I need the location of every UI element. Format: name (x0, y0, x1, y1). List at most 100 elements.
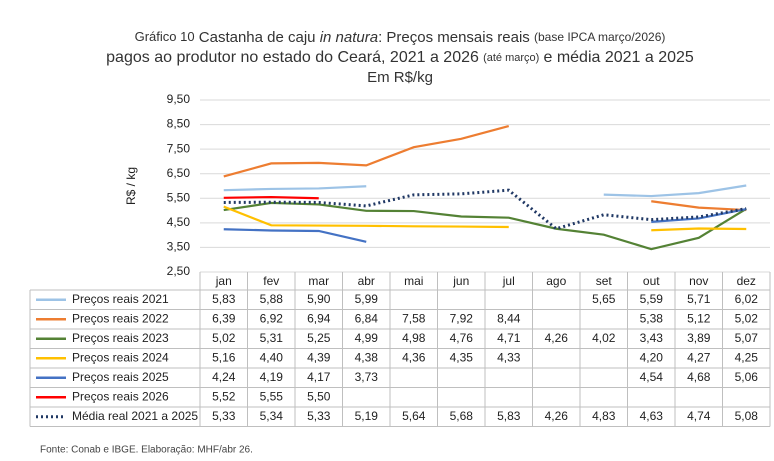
data-label: 5,34 (260, 409, 284, 423)
data-label: 3,43 (640, 331, 664, 345)
chart-title: pagos ao produtor no estado do Ceará, 20… (106, 49, 694, 66)
x-tick-label: jul (502, 274, 515, 288)
x-tick-label: out (643, 274, 660, 288)
series-line (223, 228, 367, 243)
source: Fonte: Conab e IBGE. Elaboração: MHF/abr… (40, 445, 253, 456)
data-label: 5,50 (307, 389, 331, 403)
data-label: 7,58 (402, 311, 426, 325)
data-label: 5,02 (212, 331, 236, 345)
legend-label: Média real 2021 a 2025 (72, 409, 198, 423)
data-label: 4,38 (355, 350, 379, 364)
data-label: 5,83 (497, 409, 521, 423)
data-label: 6,92 (260, 311, 284, 325)
y-axis-label: R$ / kg (124, 167, 138, 205)
data-label: 4,19 (260, 370, 284, 384)
series-line (223, 124, 510, 178)
title-part: : Preços mensais reais (378, 29, 530, 46)
title-part: (base IPCA março/2026) (534, 30, 665, 44)
x-tick-label: ago (546, 274, 566, 288)
series-line (651, 208, 747, 223)
data-label: 4,63 (640, 409, 664, 423)
data-label: 4,25 (735, 350, 759, 364)
data-label: 5,68 (450, 409, 474, 423)
series-line (223, 185, 367, 192)
data-label: 4,02 (592, 331, 616, 345)
title-part: in natura (320, 29, 378, 46)
legend-label: Preços reais 2021 (72, 292, 169, 306)
series-line (651, 200, 747, 212)
data-label: 4,99 (355, 331, 379, 345)
data-label: 4,54 (640, 370, 664, 384)
data-label: 4,27 (687, 350, 711, 364)
legend-label: Preços reais 2024 (72, 350, 169, 364)
y-tick-label: 2,50 (167, 264, 191, 278)
data-label: 5,65 (592, 292, 616, 306)
y-tick-label: 5,50 (167, 190, 191, 204)
legend-label: Preços reais 2023 (72, 331, 169, 345)
data-label: 4,39 (307, 350, 331, 364)
subtitle: Em R$/kg (367, 69, 433, 86)
series-line (651, 227, 747, 232)
data-label: 5,55 (260, 389, 284, 403)
x-tick-label: nov (689, 274, 708, 288)
data-label: 4,74 (687, 409, 711, 423)
x-tick-label: mai (404, 274, 423, 288)
data-label: 4,17 (307, 370, 331, 384)
data-label: 5,88 (260, 292, 284, 306)
data-label: 5,08 (735, 409, 759, 423)
x-tick-label: abr (358, 274, 375, 288)
data-label: 4,71 (497, 331, 521, 345)
data-label: 5,12 (687, 311, 711, 325)
x-tick-label: jan (215, 274, 232, 288)
data-label: 6,02 (735, 292, 759, 306)
data-label: 5,25 (307, 331, 331, 345)
data-label: 7,92 (450, 311, 474, 325)
data-label: 5,83 (212, 292, 236, 306)
y-tick-label: 6,50 (167, 166, 191, 180)
data-label: 3,89 (687, 331, 711, 345)
data-label: 5,71 (687, 292, 711, 306)
data-label: 6,39 (212, 311, 236, 325)
data-label: 4,26 (545, 409, 569, 423)
data-label: 6,94 (307, 311, 331, 325)
data-label: 3,73 (355, 370, 379, 384)
data-label: 5,07 (735, 331, 759, 345)
data-label: 4,26 (545, 331, 569, 345)
title-part: pagos ao produtor no estado do Ceará, 20… (106, 49, 479, 66)
data-label: 6,84 (355, 311, 379, 325)
data-label: 4,35 (450, 350, 474, 364)
data-label: 5,90 (307, 292, 331, 306)
data-label: 5,16 (212, 350, 236, 364)
series-line (223, 201, 747, 251)
series-line (603, 184, 747, 198)
x-tick-label: jun (452, 274, 469, 288)
title-part: (até março) (483, 52, 539, 64)
y-tick-label: 7,50 (167, 141, 191, 155)
x-tick-label: mar (308, 274, 329, 288)
data-label: 4,40 (260, 350, 284, 364)
legend-label: Preços reais 2022 (72, 311, 169, 325)
y-tick-label: 9,50 (167, 92, 191, 106)
data-label: 5,02 (735, 311, 759, 325)
data-label: 8,44 (497, 311, 521, 325)
data-label: 5,33 (307, 409, 331, 423)
y-tick-label: 3,50 (167, 240, 191, 254)
data-label: 5,19 (355, 409, 379, 423)
data-label: 5,33 (212, 409, 236, 423)
series-line (223, 205, 509, 229)
data-label: 5,06 (735, 370, 759, 384)
data-label: 5,99 (355, 292, 379, 306)
data-label: 4,83 (592, 409, 616, 423)
title-part: Castanha de caju (199, 29, 316, 46)
chart-title: Gráfico 10 Castanha de caju in natura: P… (135, 29, 666, 46)
y-tick-label: 4,50 (167, 215, 191, 229)
data-label: 5,59 (640, 292, 664, 306)
title-part: e média 2021 a 2025 (543, 49, 693, 66)
data-label: 5,52 (212, 389, 236, 403)
x-tick-label: set (596, 274, 613, 288)
legend-label: Preços reais 2026 (72, 389, 169, 403)
data-label: 4,76 (450, 331, 474, 345)
data-label: 4,24 (212, 370, 236, 384)
data-label: 5,38 (640, 311, 664, 325)
